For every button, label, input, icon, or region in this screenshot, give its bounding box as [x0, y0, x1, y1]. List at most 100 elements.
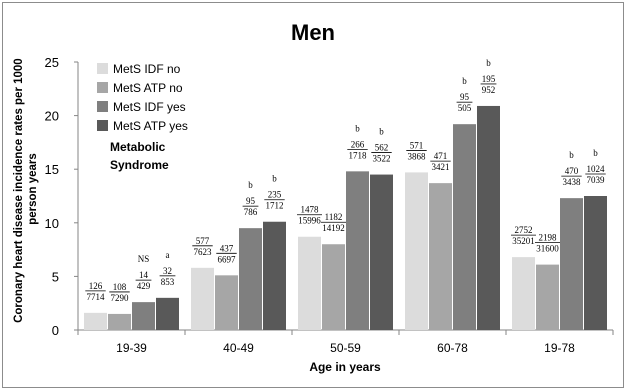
bar-label-numerator: 562	[375, 143, 389, 153]
significance-mark: a	[166, 250, 170, 260]
bar	[322, 244, 345, 330]
y-axis-label-line-2: person years	[27, 153, 39, 225]
significance-mark: b	[272, 174, 277, 184]
bar-label-numerator: 470	[565, 166, 579, 176]
bar-label-numerator: 2198	[539, 233, 558, 243]
bar	[536, 264, 559, 330]
bar-label-denominator: 429	[137, 281, 151, 291]
legend-label: MetS ATP no	[113, 81, 183, 95]
significance-mark: b	[569, 150, 574, 160]
chart: Men Coronary heart disease incidence rat…	[13, 20, 614, 374]
bar-label-numerator: 1182	[325, 212, 343, 222]
bar	[560, 198, 583, 330]
y-tick-label: 5	[52, 269, 59, 284]
bar	[405, 172, 428, 330]
x-tick-label: 60-78	[437, 341, 468, 355]
bar	[239, 228, 262, 330]
y-tick-label: 0	[52, 323, 59, 338]
x-tick-label: 50-59	[330, 341, 361, 355]
bar-label-numerator: 235	[268, 190, 282, 200]
bar	[512, 257, 535, 330]
bar-label-numerator: 126	[89, 281, 103, 291]
y-tick-label: 20	[45, 109, 59, 124]
bar-label-denominator: 7714	[87, 292, 106, 302]
bar	[298, 236, 321, 330]
bar-label-numerator: 2752	[515, 225, 533, 235]
bar-label-denominator: 1712	[266, 201, 284, 211]
bar-label-denominator: 6697	[218, 254, 237, 264]
x-tick-label: 40-49	[223, 341, 254, 355]
bar-label-denominator: 853	[161, 277, 175, 287]
bar	[453, 124, 476, 331]
bar-label-denominator: 31600	[536, 244, 559, 254]
bar-label-denominator: 7039	[587, 175, 606, 185]
annotation-line-2: Syndrome	[110, 158, 169, 172]
y-axis-label: Coronary heart disease incidence rates p…	[13, 55, 39, 323]
bar-label-numerator: 95	[460, 92, 470, 102]
bar-label-numerator: 571	[410, 140, 424, 150]
bar-label-numerator: 32	[163, 266, 172, 276]
y-ticks: 0 5 10 15 20 25	[45, 55, 78, 338]
bar-label-numerator: 1024	[587, 164, 606, 174]
y-axis-label-line-1: Coronary heart disease incidence rates p…	[13, 58, 25, 323]
significance-mark: b	[355, 123, 360, 133]
significance-mark: NS	[138, 254, 150, 264]
bar-label-denominator: 952	[482, 85, 496, 95]
bar	[477, 105, 500, 331]
bar-label-denominator: 3868	[408, 151, 427, 161]
bar-label-numerator: 108	[113, 282, 127, 292]
bar	[108, 313, 131, 330]
bar-label-denominator: 505	[458, 103, 472, 113]
y-tick-label: 25	[45, 55, 59, 70]
significance-mark: b	[486, 58, 491, 68]
significance-mark: b	[248, 180, 253, 190]
bar-label-numerator: 14	[139, 270, 149, 280]
legend-label: MetS ATP yes	[113, 119, 188, 133]
x-tick-label: 19-39	[116, 341, 147, 355]
significance-mark: b	[462, 76, 467, 86]
bar	[191, 267, 214, 330]
legend: MetS IDF no MetS ATP no MetS IDF yes MetS A…	[97, 62, 188, 133]
legend-label: MetS IDF yes	[113, 100, 186, 114]
bar-label-numerator: 95	[246, 196, 256, 206]
bar-label-numerator: 1478	[301, 205, 320, 215]
bar	[346, 171, 369, 330]
annotation-line-1: Metabolic	[110, 140, 166, 154]
x-axis-label: Age in years	[309, 360, 381, 374]
bar-label-numerator: 471	[434, 151, 448, 161]
bar-label-denominator: 35201	[512, 236, 535, 246]
bar	[132, 302, 155, 330]
legend-label: MetS IDF no	[113, 62, 181, 76]
legend-swatch	[97, 82, 108, 93]
chart-title: Men	[291, 20, 335, 45]
significance-mark: b	[379, 127, 384, 137]
bar-label-denominator: 7623	[194, 247, 213, 257]
bars	[84, 105, 607, 331]
bar	[84, 312, 107, 330]
bar-label-denominator: 786	[244, 207, 258, 217]
significance-mark: b	[593, 148, 598, 158]
bar-label-denominator: 3438	[563, 177, 582, 187]
bar-label-denominator: 7290	[111, 293, 130, 303]
bar-label-numerator: 437	[220, 243, 234, 253]
bar-label-denominator: 1718	[349, 150, 368, 160]
y-tick-label: 10	[45, 216, 59, 231]
bar-label-denominator: 3522	[373, 154, 391, 164]
chart-frame: Men Coronary heart disease incidence rat…	[2, 2, 624, 388]
bar	[370, 174, 393, 330]
bar-label-denominator: 3421	[432, 162, 450, 172]
bar	[215, 275, 238, 330]
bar	[156, 297, 179, 330]
bar-label-numerator: 577	[196, 236, 210, 246]
bar-label-numerator: 266	[351, 139, 365, 149]
bar-label-numerator: 195	[482, 74, 496, 84]
x-ticks: 19-39 40-49 50-59 60-78 19-78	[77, 330, 614, 355]
legend-swatch	[97, 63, 108, 74]
bar	[263, 221, 286, 330]
bar-label-denominator: 14192	[322, 223, 345, 233]
legend-swatch	[97, 120, 108, 131]
legend-swatch	[97, 101, 108, 112]
y-tick-label: 15	[45, 162, 59, 177]
x-tick-label: 19-78	[544, 341, 575, 355]
